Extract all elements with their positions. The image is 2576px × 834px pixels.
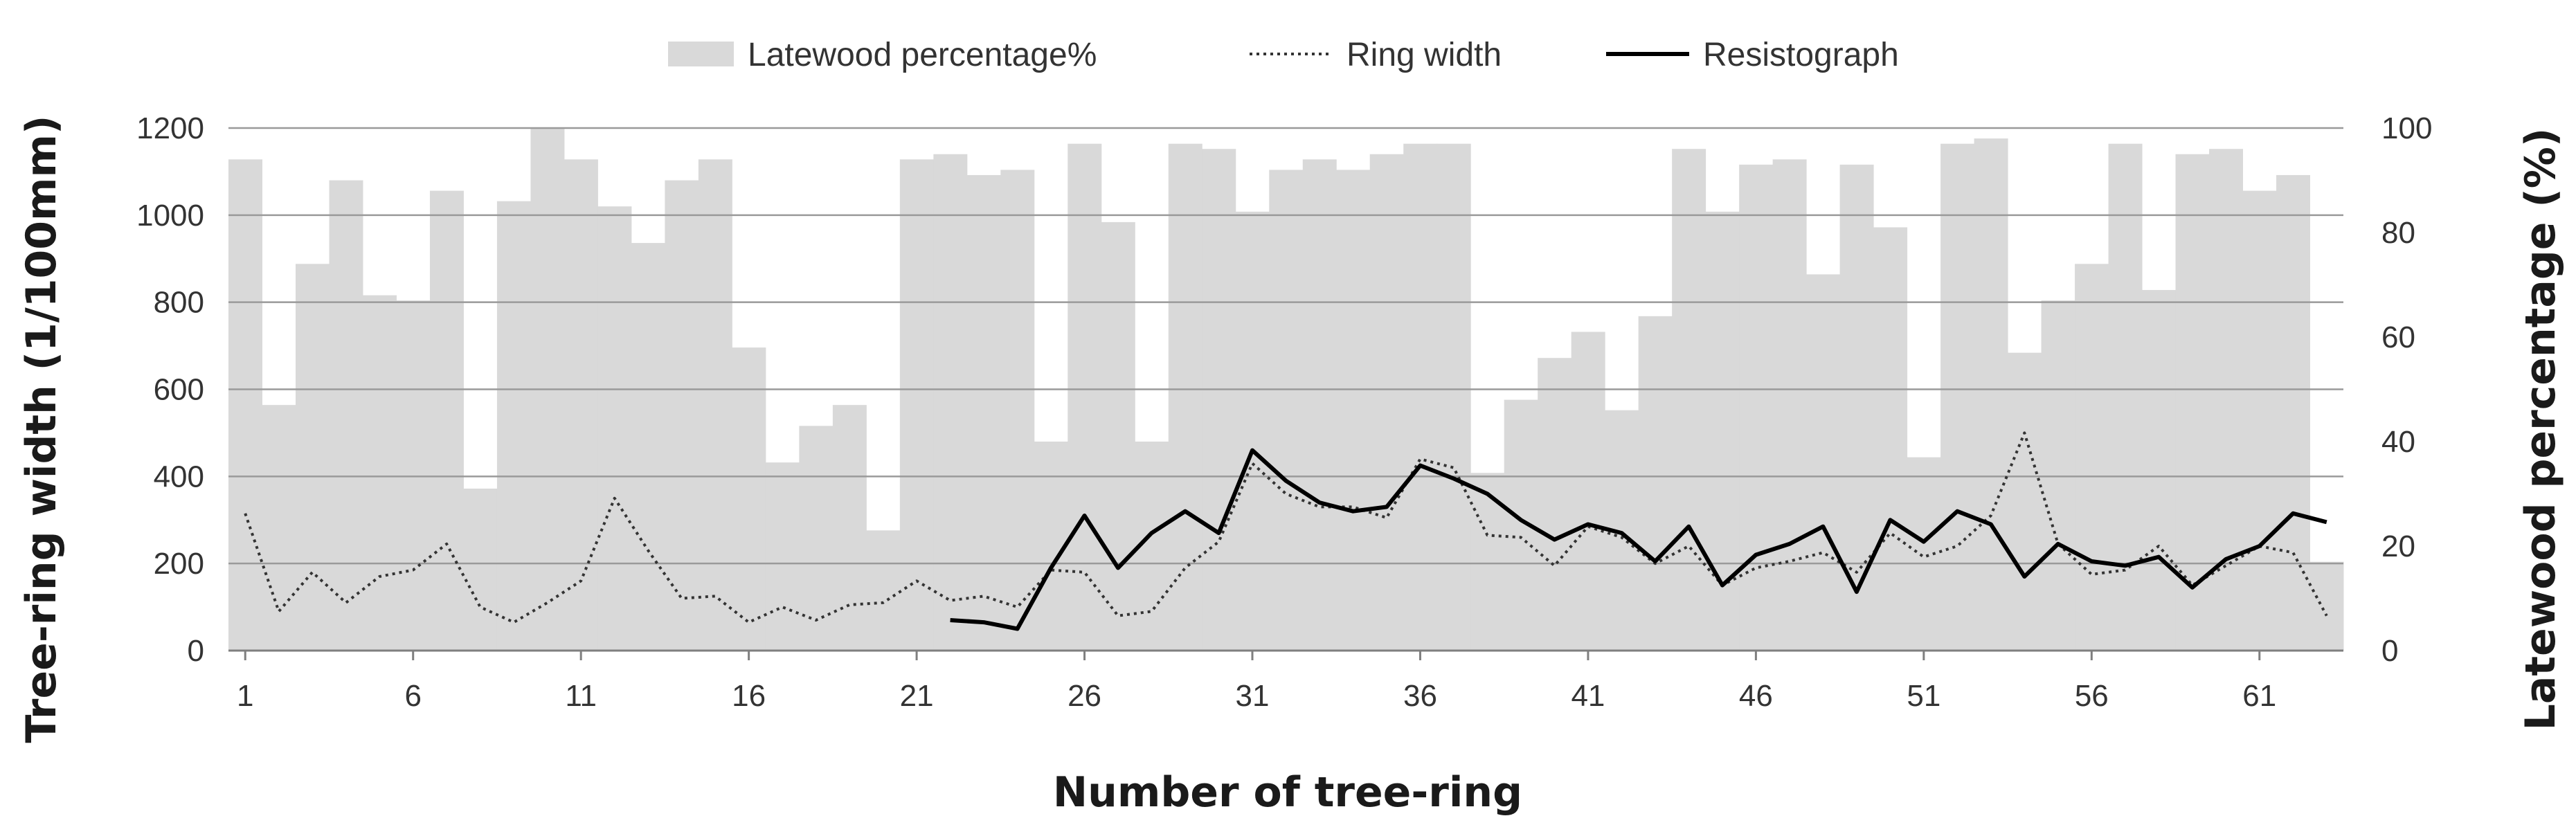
latewood-bar — [429, 190, 464, 651]
latewood-bar — [262, 405, 296, 651]
latewood-bar — [597, 206, 632, 651]
x-tick-label: 31 — [1236, 679, 1270, 713]
x-tick-label: 1 — [237, 679, 253, 713]
latewood-bar — [2209, 149, 2244, 651]
latewood-bar — [1202, 149, 1236, 651]
x-tick-label: 41 — [1571, 679, 1605, 713]
latewood-bar — [1302, 159, 1337, 651]
latewood-bar — [1806, 274, 1841, 651]
latewood-bar — [1470, 473, 1505, 651]
latewood-bar — [1068, 143, 1102, 651]
legend-layer: Latewood percentage% Ring width Resistogra… — [668, 37, 1899, 73]
latewood-bar — [1369, 154, 1404, 651]
latewood-bar — [1772, 159, 1807, 651]
latewood-bar — [362, 295, 397, 651]
latewood-bar — [2142, 290, 2177, 651]
latewood-bar — [799, 426, 834, 651]
latewood-bar — [933, 154, 968, 651]
latewood-bar — [2175, 154, 2210, 651]
latewood-bar — [564, 159, 598, 651]
latewood-bar — [1403, 143, 1438, 651]
latewood-bar — [1839, 164, 1874, 651]
latewood-bar — [1907, 457, 1941, 651]
latewood-bar — [832, 405, 867, 651]
x-tick-label: 21 — [900, 679, 934, 713]
latewood-bar — [1974, 138, 2008, 651]
latewood-bar — [329, 180, 363, 651]
latewood-bar — [2075, 264, 2109, 651]
latewood-bar — [396, 300, 431, 651]
y-tick-label-right: 40 — [2381, 425, 2415, 459]
latewood-bar — [2242, 190, 2277, 651]
grid-layer — [228, 127, 2343, 565]
y-axis-title-right: Latewood percentage (%) — [2516, 128, 2565, 731]
latewood-bar — [631, 243, 665, 651]
legend-label: Resistograph — [1703, 37, 1899, 73]
latewood-bar — [1940, 143, 1975, 651]
latewood-bar — [1873, 227, 1908, 651]
x-tick-label: 36 — [1403, 679, 1437, 713]
latewood-bar — [765, 462, 800, 651]
latewood-bar — [1672, 149, 1706, 651]
y-tick-label-left: 400 — [154, 460, 204, 493]
y-axis-title-left: Tree-ring width (1/100mm) — [17, 116, 66, 743]
x-tick-label: 56 — [2075, 679, 2109, 713]
x-tick-label: 6 — [404, 679, 421, 713]
x-tick-label: 11 — [565, 679, 597, 713]
latewood-bar — [2276, 174, 2311, 651]
latewood-bar — [1538, 358, 1572, 651]
y-tick-label-left: 800 — [154, 286, 204, 320]
latewood-bar — [1000, 170, 1035, 651]
latewood-bar — [1235, 211, 1270, 651]
legend-swatch-bar — [668, 42, 734, 66]
y-tick-label-right: 80 — [2381, 216, 2415, 250]
latewood-bar — [463, 488, 498, 651]
resistograph-line — [950, 448, 2327, 631]
x-tick-label: 51 — [1907, 679, 1940, 713]
ring-width-line — [244, 431, 2328, 624]
latewood-bar — [295, 264, 330, 651]
line-layer — [244, 431, 2328, 631]
x-tick-label: 46 — [1739, 679, 1773, 713]
legend-label: Ring width — [1346, 37, 1502, 73]
y-tick-label-right: 60 — [2381, 320, 2415, 354]
y-tick-label-left: 1000 — [136, 199, 204, 233]
latewood-bar — [899, 159, 934, 651]
latewood-bar — [1336, 170, 1371, 651]
y-tick-label-right: 20 — [2381, 529, 2415, 563]
x-tick-label: 61 — [2242, 679, 2276, 713]
latewood-bar — [496, 201, 531, 651]
x-tick-label: 16 — [732, 679, 766, 713]
latewood-bar — [866, 530, 901, 651]
latewood-bar — [2309, 561, 2344, 651]
latewood-bar — [2041, 300, 2075, 651]
y-tick-label-left: 1200 — [136, 111, 204, 145]
latewood-bar — [2008, 352, 2042, 651]
latewood-bar — [966, 174, 1001, 651]
latewood-bar — [1168, 143, 1203, 651]
latewood-bar — [1101, 221, 1135, 651]
x-axis-title: Number of tree-ring — [1053, 768, 1522, 817]
y-tick-label-left: 0 — [188, 634, 204, 668]
latewood-bar — [228, 159, 262, 651]
y-tick-label-left: 600 — [154, 373, 204, 407]
legend-label: Latewood percentage% — [748, 37, 1097, 73]
latewood-bar — [2108, 143, 2143, 651]
latewood-bar — [1638, 316, 1673, 651]
y-tick-label-right: 100 — [2381, 111, 2432, 145]
latewood-bar — [1269, 170, 1304, 651]
latewood-bar — [732, 347, 766, 651]
latewood-bar — [698, 159, 732, 651]
latewood-bar — [1436, 143, 1471, 651]
x-tick-label: 26 — [1068, 679, 1101, 713]
latewood-bar — [665, 180, 699, 651]
latewood-bar — [1739, 164, 1774, 651]
y-tick-label-left: 200 — [154, 547, 204, 581]
latewood-bar — [1571, 332, 1605, 651]
y-tick-label-right: 0 — [2381, 634, 2398, 668]
